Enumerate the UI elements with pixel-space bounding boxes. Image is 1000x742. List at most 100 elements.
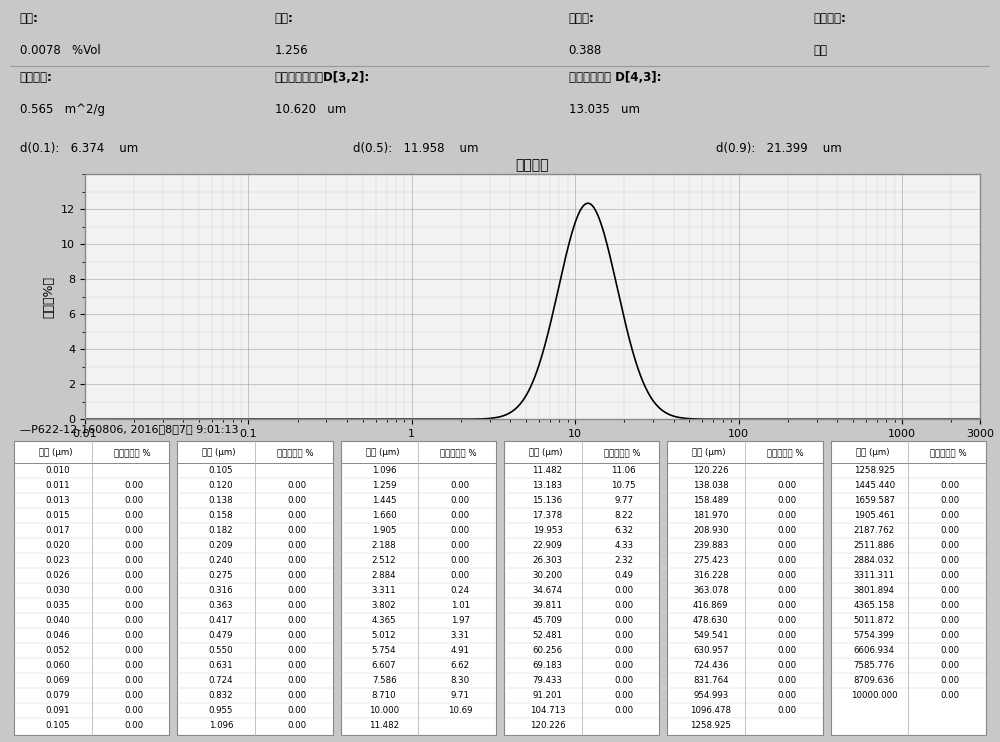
Text: 0.00: 0.00 <box>777 706 797 715</box>
Text: 0.00: 0.00 <box>124 571 143 580</box>
Text: 0.955: 0.955 <box>209 706 233 715</box>
Text: 0.00: 0.00 <box>451 511 470 520</box>
Text: 0.00: 0.00 <box>614 601 633 610</box>
Text: 0.00: 0.00 <box>614 691 633 700</box>
Text: 径距:: 径距: <box>275 13 293 25</box>
Text: 0.00: 0.00 <box>124 541 143 550</box>
Text: 52.481: 52.481 <box>532 631 563 640</box>
Text: 范围内体积 %: 范围内体积 % <box>767 448 804 457</box>
Text: 0.00: 0.00 <box>287 706 307 715</box>
Text: 9.77: 9.77 <box>614 496 633 505</box>
Text: 0.030: 0.030 <box>45 586 70 595</box>
Text: 0.00: 0.00 <box>124 482 143 490</box>
Text: 0.182: 0.182 <box>208 526 233 535</box>
Text: 范围内体积 %: 范围内体积 % <box>114 448 150 457</box>
Text: 0.724: 0.724 <box>208 676 233 685</box>
Text: 0.00: 0.00 <box>451 482 470 490</box>
Text: —P622-12-160806, 2016年8月7日 9:01:13: —P622-12-160806, 2016年8月7日 9:01:13 <box>20 424 238 434</box>
FancyBboxPatch shape <box>667 441 823 735</box>
Text: 1445.440: 1445.440 <box>854 482 895 490</box>
Text: 0.017: 0.017 <box>45 526 70 535</box>
Text: 26.303: 26.303 <box>532 556 563 565</box>
Text: 0.00: 0.00 <box>287 541 307 550</box>
Text: 粒度 (μm): 粒度 (μm) <box>366 448 399 457</box>
Text: 4.365: 4.365 <box>372 616 396 625</box>
Text: 0.209: 0.209 <box>209 541 233 550</box>
Text: 0.00: 0.00 <box>451 526 470 535</box>
Text: 0.020: 0.020 <box>45 541 70 550</box>
Text: 2.884: 2.884 <box>372 571 396 580</box>
Text: 0.316: 0.316 <box>208 586 233 595</box>
Text: 8.710: 8.710 <box>372 691 396 700</box>
Text: 0.00: 0.00 <box>124 676 143 685</box>
Text: 范围内体积 %: 范围内体积 % <box>440 448 477 457</box>
Text: 0.00: 0.00 <box>777 496 797 505</box>
Text: 0.00: 0.00 <box>287 526 307 535</box>
Text: 0.00: 0.00 <box>124 526 143 535</box>
Text: 0.00: 0.00 <box>941 646 960 655</box>
Text: 11.06: 11.06 <box>611 467 636 476</box>
Text: 结果类别:: 结果类别: <box>814 13 846 25</box>
Text: 45.709: 45.709 <box>532 616 562 625</box>
Text: 0.120: 0.120 <box>208 482 233 490</box>
Text: 0.00: 0.00 <box>124 646 143 655</box>
Text: 7585.776: 7585.776 <box>854 661 895 670</box>
Text: 17.378: 17.378 <box>532 511 563 520</box>
Text: 0.026: 0.026 <box>45 571 70 580</box>
Text: 0.138: 0.138 <box>208 496 233 505</box>
Text: 0.00: 0.00 <box>287 482 307 490</box>
Text: 158.489: 158.489 <box>693 496 729 505</box>
Text: 0.565   m^2/g: 0.565 m^2/g <box>20 103 105 116</box>
Text: 0.49: 0.49 <box>614 571 633 580</box>
Text: 208.930: 208.930 <box>693 526 729 535</box>
Text: 1.096: 1.096 <box>372 467 396 476</box>
Text: 0.0078   %Vol: 0.0078 %Vol <box>20 45 101 57</box>
Text: 10.620   um: 10.620 um <box>275 103 346 116</box>
Text: 0.00: 0.00 <box>451 496 470 505</box>
Text: 0.00: 0.00 <box>941 556 960 565</box>
Text: 0.479: 0.479 <box>209 631 233 640</box>
Text: 1258.925: 1258.925 <box>690 720 731 729</box>
Text: 0.00: 0.00 <box>124 586 143 595</box>
Text: 0.388: 0.388 <box>569 45 602 57</box>
Text: 范围内体积 %: 范围内体积 % <box>604 448 640 457</box>
Text: d(0.1):   6.374    um: d(0.1): 6.374 um <box>20 142 138 154</box>
FancyBboxPatch shape <box>504 441 659 735</box>
Text: 0.00: 0.00 <box>614 676 633 685</box>
Text: 69.183: 69.183 <box>532 661 562 670</box>
Text: 0.00: 0.00 <box>614 616 633 625</box>
Text: 1659.587: 1659.587 <box>854 496 895 505</box>
Text: 1.660: 1.660 <box>372 511 396 520</box>
Text: 724.436: 724.436 <box>693 661 729 670</box>
Text: 1096.478: 1096.478 <box>690 706 731 715</box>
Text: 2.188: 2.188 <box>372 541 396 550</box>
Text: 1258.925: 1258.925 <box>854 467 895 476</box>
Text: 0.00: 0.00 <box>287 676 307 685</box>
Text: 0.00: 0.00 <box>124 691 143 700</box>
Text: 0.00: 0.00 <box>777 691 797 700</box>
Text: 3.31: 3.31 <box>451 631 470 640</box>
Text: 0.631: 0.631 <box>208 661 233 670</box>
Text: 0.00: 0.00 <box>124 601 143 610</box>
Text: 831.764: 831.764 <box>693 676 729 685</box>
Text: 0.24: 0.24 <box>451 586 470 595</box>
Text: 0.00: 0.00 <box>124 616 143 625</box>
Text: 138.038: 138.038 <box>693 482 729 490</box>
Text: 0.00: 0.00 <box>287 511 307 520</box>
Text: 粒度 (μm): 粒度 (μm) <box>856 448 889 457</box>
Text: 13.035   um: 13.035 um <box>569 103 640 116</box>
Text: 0.00: 0.00 <box>287 691 307 700</box>
Text: 275.423: 275.423 <box>693 556 729 565</box>
Text: 630.957: 630.957 <box>693 646 729 655</box>
Text: 0.00: 0.00 <box>941 661 960 670</box>
Text: 0.00: 0.00 <box>777 601 797 610</box>
Text: 0.00: 0.00 <box>941 676 960 685</box>
Text: 0.00: 0.00 <box>124 511 143 520</box>
Text: 0.00: 0.00 <box>941 616 960 625</box>
Text: 0.00: 0.00 <box>287 631 307 640</box>
Text: 0.105: 0.105 <box>208 467 233 476</box>
Text: 6.32: 6.32 <box>614 526 633 535</box>
Text: 0.00: 0.00 <box>124 720 143 729</box>
Text: 1.096: 1.096 <box>209 720 233 729</box>
Text: 2511.886: 2511.886 <box>854 541 895 550</box>
